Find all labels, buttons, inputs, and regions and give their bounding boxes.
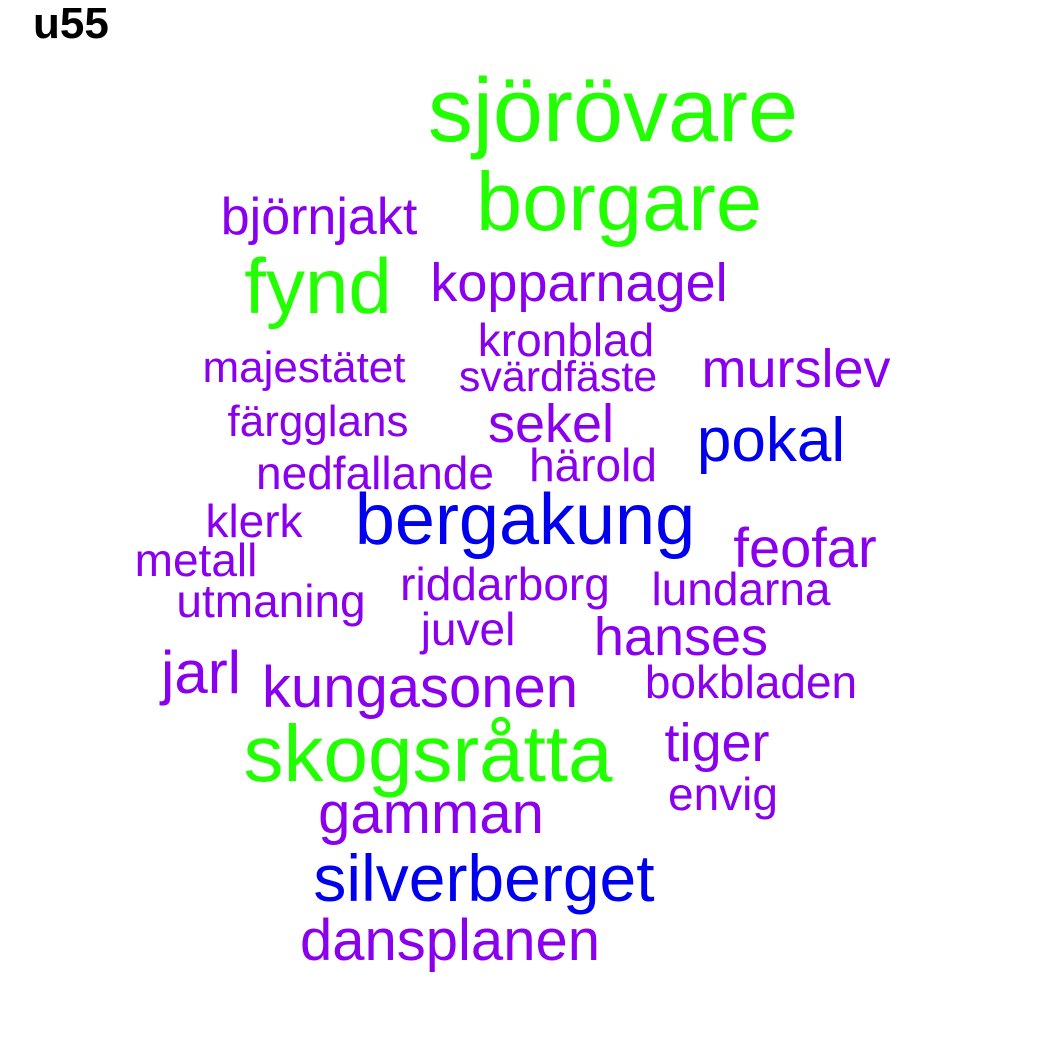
word-jarl: jarl bbox=[160, 639, 242, 706]
word-fynd: fynd bbox=[244, 242, 392, 330]
word-hanses: hanses bbox=[593, 607, 769, 667]
word-svardfaste: svärdfäste bbox=[458, 353, 658, 401]
word-kronblad: kronblad bbox=[477, 314, 655, 366]
word-metall: metall bbox=[134, 534, 258, 586]
word-farglans: färgglans bbox=[227, 397, 409, 446]
word-dansplanen: dansplanen bbox=[300, 908, 600, 973]
word-sekel: sekel bbox=[487, 394, 615, 454]
word-skogsratta: skogsråtta bbox=[243, 709, 613, 798]
word-sjorovare: sjörövare bbox=[427, 61, 799, 161]
word-majestatet: majestätet bbox=[202, 343, 406, 392]
cloud-title: u55 bbox=[33, 0, 109, 48]
word-nedfallande: nedfallande bbox=[256, 447, 494, 499]
word-feofar: feofar bbox=[733, 516, 877, 579]
word-bjornjakt: björnjakt bbox=[220, 188, 418, 246]
word-kopparnagel: kopparnagel bbox=[430, 253, 728, 313]
word-tiger: tiger bbox=[664, 713, 770, 773]
word-harold: härold bbox=[529, 439, 657, 491]
word-juvel: juvel bbox=[420, 603, 516, 655]
word-riddarborg: riddarborg bbox=[400, 558, 610, 610]
word-borgare: borgare bbox=[475, 155, 763, 248]
word-klerk: klerk bbox=[205, 495, 303, 547]
word-bergakung: bergakung bbox=[354, 480, 696, 560]
word-lundarna: lundarna bbox=[651, 563, 831, 615]
word-silverberget: silverberget bbox=[313, 841, 655, 915]
word-kungasonen: kungasonen bbox=[261, 655, 579, 720]
word-utmaning: utmaning bbox=[176, 575, 366, 627]
word-pokal: pokal bbox=[696, 406, 846, 475]
word-bokbladen: bokbladen bbox=[644, 656, 858, 708]
word-murslev: murslev bbox=[701, 339, 891, 399]
word-envig: envig bbox=[668, 768, 778, 820]
word-gamman: gamman bbox=[318, 781, 544, 846]
